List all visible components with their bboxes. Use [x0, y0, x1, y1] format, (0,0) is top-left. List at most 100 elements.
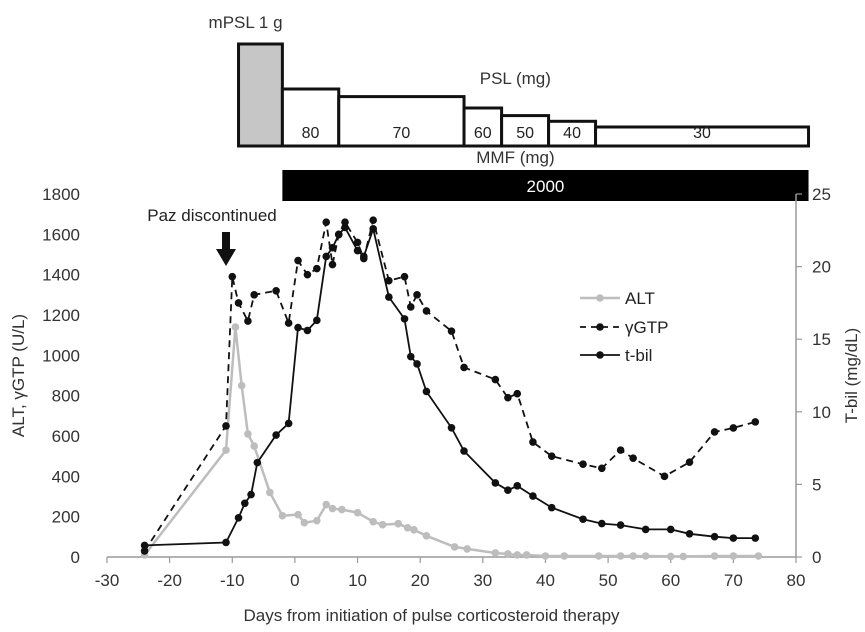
series-point-0 — [754, 552, 763, 560]
series-point-1 — [244, 317, 252, 325]
series-point-1 — [529, 438, 537, 446]
series-point-0 — [560, 552, 569, 560]
series-point-2 — [547, 503, 556, 512]
series-point-0 — [338, 505, 346, 514]
series-point-2 — [413, 360, 421, 368]
series-point-2 — [666, 525, 675, 534]
series-point-0 — [422, 532, 431, 540]
series-point-0 — [504, 550, 512, 558]
series-point-1 — [234, 299, 243, 307]
series-point-0 — [679, 552, 688, 561]
series-point-0 — [222, 446, 230, 454]
series-point-1 — [369, 216, 378, 225]
series-point-2 — [234, 513, 243, 522]
y-left-tick-label: 800 — [52, 387, 80, 406]
psl-segment — [462, 106, 504, 148]
series-point-1 — [272, 287, 280, 295]
psl-dose-label: 30 — [693, 125, 711, 142]
series-point-1 — [447, 327, 456, 335]
annotation-label: Paz discontinued — [147, 206, 276, 225]
series-point-1 — [629, 454, 637, 462]
legend-marker — [596, 351, 604, 359]
y-left-tick-label: 1000 — [42, 346, 80, 365]
y-right-axis-title: T-bil (mg/dL) — [842, 328, 861, 423]
axes: -30 -20 -10 0 10 20 30 40 50 60 70 8002004006008001… — [9, 185, 861, 625]
psl-dose-label: 80 — [302, 125, 320, 142]
series-point-2 — [513, 482, 522, 490]
series-point-2 — [341, 223, 349, 232]
mmf-label: MMF (mg) — [476, 148, 554, 167]
series-point-1 — [751, 418, 760, 426]
series-line-2 — [144, 225, 756, 547]
mpsl-label: mPSL 1 g — [209, 13, 283, 32]
series-point-1 — [660, 472, 669, 481]
y-left-axis-title: ALT, γGTP (U/L) — [9, 314, 28, 437]
legend-marker — [596, 323, 604, 331]
series-point-1 — [579, 460, 587, 469]
series-point-0 — [410, 525, 418, 534]
psl-label: PSL (mg) — [480, 69, 551, 88]
series-point-1 — [140, 547, 149, 555]
series-point-1 — [303, 270, 312, 279]
series-point-2 — [504, 486, 512, 495]
series-point-1 — [422, 307, 431, 315]
psl-segment — [547, 119, 598, 148]
x-tick-label: 0 — [290, 571, 299, 590]
series-point-2 — [334, 230, 343, 239]
y-left-tick-label: 200 — [52, 508, 80, 527]
series-point-0 — [328, 504, 337, 513]
psl-segment — [337, 95, 466, 148]
series-point-2 — [313, 316, 321, 325]
series-point-1 — [353, 238, 362, 247]
series-point-0 — [313, 516, 321, 525]
series-point-2 — [422, 387, 431, 396]
series-point-2 — [140, 541, 149, 550]
series-point-1 — [385, 276, 393, 285]
series-point-2 — [406, 352, 415, 361]
y-right-tick-label: 0 — [812, 548, 821, 567]
y-left-tick-label: 1600 — [42, 225, 80, 244]
series-point-2 — [303, 326, 312, 335]
series-point-0 — [594, 552, 603, 560]
x-tick-label: -10 — [220, 571, 245, 590]
series-point-1 — [406, 303, 415, 311]
x-tick-label: 50 — [599, 571, 618, 590]
y-left-tick-label: 1800 — [42, 185, 80, 204]
series-point-1 — [294, 256, 302, 265]
series-point-2 — [729, 534, 738, 542]
series-point-0 — [616, 552, 625, 560]
series-point-1 — [313, 264, 321, 273]
series-point-0 — [322, 500, 331, 509]
x-tick-label: 80 — [787, 571, 806, 590]
series-point-2 — [294, 323, 302, 332]
treatment-panel: mPSL 1 g 80 70 60 50 40 30 PSL (mg) 2000 MMF (mg) — [209, 13, 811, 201]
y-right-tick-label: 20 — [812, 258, 831, 277]
series-point-1 — [710, 428, 719, 436]
series-point-0 — [294, 510, 302, 519]
x-tick-label: -30 — [95, 571, 120, 590]
series-point-0 — [522, 551, 531, 559]
series-point-2 — [247, 490, 255, 499]
series-point-2 — [579, 515, 587, 524]
series-point-1 — [729, 424, 738, 432]
series-point-2 — [253, 458, 262, 467]
legend: ALT γGTP t-bil — [580, 289, 668, 365]
psl-dose-label: 40 — [563, 125, 581, 142]
legend-label: t-bil — [625, 346, 652, 365]
series-point-2 — [641, 525, 650, 534]
series-point-0 — [666, 552, 675, 561]
psl-dose-label: 50 — [516, 125, 534, 142]
series-point-0 — [541, 552, 550, 560]
mmf-bar — [282, 170, 809, 201]
series-point-2 — [447, 423, 456, 432]
series-point-2 — [328, 243, 337, 252]
series-point-1 — [460, 363, 468, 372]
series-point-1 — [228, 272, 237, 281]
x-tick-label: 10 — [348, 571, 367, 590]
series-point-2 — [491, 479, 500, 487]
series-point-1 — [322, 218, 331, 227]
series-point-2 — [385, 293, 393, 301]
series-point-1 — [685, 458, 694, 467]
series-point-0 — [491, 549, 500, 557]
legend-marker — [596, 294, 604, 302]
